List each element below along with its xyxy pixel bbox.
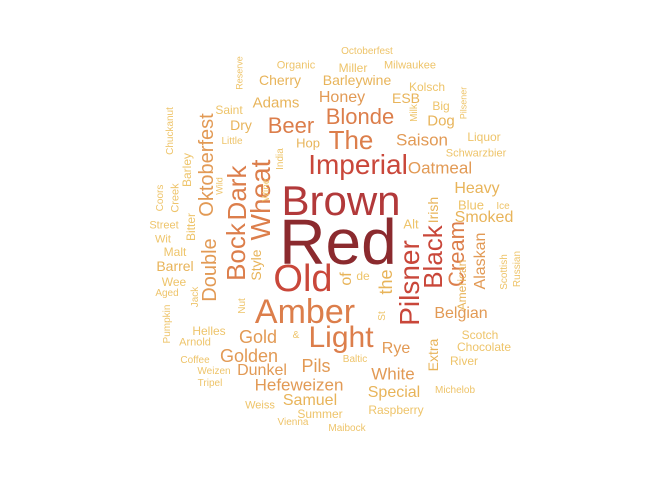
- cloud-word: Smoked: [454, 209, 514, 226]
- cloud-word: Alaskan: [472, 232, 489, 290]
- cloud-word: Chocolate: [456, 340, 512, 354]
- cloud-word: Milwaukee: [384, 59, 436, 72]
- cloud-word: Weiss: [245, 399, 275, 412]
- cloud-word: Hefeweizen: [254, 375, 344, 395]
- cloud-word: Octoberfest: [341, 46, 393, 57]
- cloud-word: Jack: [190, 286, 201, 308]
- cloud-word: Bitter: [184, 212, 198, 242]
- cloud-word: Big: [432, 99, 450, 113]
- cloud-word: Dog: [427, 112, 455, 130]
- cloud-word: Beer: [267, 113, 315, 138]
- cloud-word: White: [371, 364, 415, 384]
- cloud-word: Milk: [409, 104, 420, 122]
- cloud-word: Kolsch: [408, 80, 446, 94]
- cloud-word: River: [449, 354, 479, 368]
- cloud-word: Tripel: [197, 378, 223, 389]
- cloud-word: Raspberry: [368, 403, 424, 417]
- cloud-word: Black: [418, 225, 448, 289]
- cloud-word: Creek: [169, 183, 182, 213]
- cloud-word: Double: [199, 238, 221, 302]
- cloud-word: the: [376, 269, 396, 295]
- cloud-word: Wine: [261, 178, 272, 202]
- cloud-word: Golden: [219, 346, 279, 366]
- cloud-word: India: [275, 148, 286, 170]
- cloud-word: ESB: [391, 90, 421, 106]
- cloud-word: Samuel: [282, 392, 338, 409]
- cloud-word: Old: [273, 258, 333, 300]
- cloud-word: Pumpkin: [162, 304, 173, 344]
- cloud-word: Dark: [222, 165, 252, 221]
- cloud-word: Coors: [155, 184, 166, 212]
- cloud-word: Aged: [155, 288, 179, 299]
- cloud-word: Extra: [425, 338, 441, 372]
- cloud-word: of: [338, 272, 355, 286]
- cloud-word: Little: [221, 136, 243, 147]
- cloud-word: Belgian: [434, 305, 488, 322]
- cloud-word: Michelob: [434, 385, 476, 396]
- cloud-word: Gold: [238, 327, 278, 347]
- cloud-word: Irish: [425, 196, 441, 224]
- cloud-word: Weizen: [197, 366, 231, 377]
- cloud-word: Brown: [281, 177, 401, 224]
- cloud-word: Organic: [276, 59, 316, 72]
- cloud-word: Liquor: [467, 130, 501, 144]
- cloud-word: Schwarzbier: [445, 147, 507, 160]
- cloud-word: &: [292, 330, 300, 341]
- cloud-word: St: [377, 311, 388, 321]
- cloud-word: Coffee: [180, 355, 210, 366]
- cloud-word: American: [455, 259, 469, 311]
- cloud-word: Imperial: [308, 149, 408, 180]
- cloud-word: Hop: [296, 135, 320, 151]
- cloud-word: Nut: [237, 298, 248, 314]
- cloud-word: Red: [279, 206, 397, 278]
- cloud-word: Scotch: [461, 328, 499, 342]
- cloud-word: Street: [149, 219, 179, 232]
- cloud-word: Dunkel: [237, 362, 287, 379]
- cloud-word: Special: [367, 384, 421, 401]
- cloud-word: Adams: [252, 94, 300, 112]
- cloud-word: Russian: [512, 250, 523, 288]
- cloud-word: Blonde: [325, 104, 395, 129]
- cloud-word: Barley: [180, 152, 194, 188]
- cloud-word: Malt: [163, 245, 187, 259]
- cloud-word: Reserve: [234, 56, 245, 90]
- cloud-word: Pils: [301, 356, 331, 376]
- cloud-word: Rye: [381, 340, 411, 357]
- cloud-word: Miller: [338, 61, 368, 75]
- cloud-word: Oatmeal: [407, 158, 473, 178]
- cloud-word: Summer: [297, 407, 343, 421]
- cloud-word: Amber: [254, 293, 356, 331]
- cloud-word: Vienna: [277, 417, 309, 428]
- cloud-word: de: [356, 269, 370, 283]
- cloud-word: Honey: [318, 89, 366, 106]
- cloud-word: Saison: [396, 130, 448, 150]
- cloud-word: Bock: [221, 223, 251, 281]
- cloud-word: Maibock: [328, 423, 366, 434]
- cloud-word: Style: [248, 249, 264, 281]
- cloud-word: Light: [308, 321, 374, 354]
- cloud-word: Blue: [457, 197, 485, 213]
- cloud-word: Oktoberfest: [196, 113, 218, 217]
- cloud-word: Pilsener: [458, 86, 469, 120]
- cloud-word: Chuckanut: [165, 107, 176, 155]
- cloud-word: Wit: [155, 233, 171, 246]
- cloud-word: Ice: [496, 201, 510, 212]
- cloud-word: Helles: [192, 324, 226, 338]
- cloud-word: Baltic: [342, 354, 368, 365]
- cloud-word: Dry: [230, 117, 252, 133]
- cloud-word: Heavy: [454, 180, 500, 197]
- cloud-word: Alt: [403, 216, 419, 232]
- cloud-word: Scottish: [499, 254, 510, 290]
- cloud-word: Barrel: [156, 258, 194, 274]
- cloud-word: Wee: [161, 275, 187, 289]
- cloud-word: The: [328, 125, 374, 155]
- cloud-word: Cherry: [258, 72, 302, 88]
- cloud-word: Arnold: [179, 336, 211, 349]
- cloud-word: Wild: [214, 177, 225, 195]
- cloud-word: Saint: [215, 103, 243, 117]
- cloud-word: Barleywine: [322, 72, 392, 88]
